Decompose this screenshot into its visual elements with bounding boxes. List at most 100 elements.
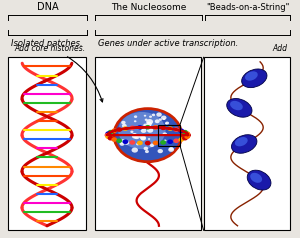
- Circle shape: [120, 139, 126, 144]
- Circle shape: [153, 125, 159, 130]
- Circle shape: [116, 139, 122, 143]
- Circle shape: [145, 125, 151, 129]
- Circle shape: [145, 141, 151, 145]
- Circle shape: [129, 126, 135, 130]
- Circle shape: [130, 131, 134, 133]
- Circle shape: [147, 124, 152, 128]
- Bar: [158, 125, 180, 146]
- Ellipse shape: [235, 137, 248, 146]
- Circle shape: [184, 131, 190, 136]
- Circle shape: [121, 121, 126, 124]
- Circle shape: [164, 139, 166, 142]
- Circle shape: [132, 134, 138, 139]
- Circle shape: [163, 118, 165, 120]
- Circle shape: [111, 137, 117, 142]
- Circle shape: [155, 119, 160, 123]
- Text: The Nucleosome: The Nucleosome: [111, 3, 186, 12]
- Circle shape: [144, 115, 146, 117]
- Text: Genes under active transcription.: Genes under active transcription.: [98, 39, 238, 48]
- Circle shape: [108, 136, 113, 140]
- Circle shape: [158, 149, 163, 153]
- Text: DNA: DNA: [37, 2, 58, 12]
- Bar: [8, 57, 86, 230]
- Circle shape: [134, 120, 136, 122]
- Bar: [204, 57, 290, 230]
- Circle shape: [116, 127, 122, 132]
- Circle shape: [173, 139, 179, 143]
- Circle shape: [167, 139, 173, 144]
- Circle shape: [147, 128, 153, 133]
- Circle shape: [105, 134, 111, 139]
- Circle shape: [165, 122, 169, 124]
- Text: "Beads-on-a-String": "Beads-on-a-String": [206, 3, 290, 12]
- Text: Isolated patches.: Isolated patches.: [11, 39, 82, 48]
- Circle shape: [161, 115, 167, 120]
- Circle shape: [163, 132, 167, 136]
- Circle shape: [178, 137, 184, 142]
- Ellipse shape: [247, 170, 271, 190]
- Circle shape: [185, 133, 191, 138]
- Circle shape: [152, 114, 155, 116]
- Ellipse shape: [232, 135, 257, 153]
- Circle shape: [122, 126, 128, 131]
- Circle shape: [129, 140, 135, 145]
- Circle shape: [137, 125, 143, 130]
- Circle shape: [173, 127, 179, 132]
- Circle shape: [142, 136, 145, 138]
- Circle shape: [148, 134, 151, 136]
- Circle shape: [168, 147, 174, 152]
- Circle shape: [141, 128, 146, 133]
- Circle shape: [182, 130, 188, 134]
- Circle shape: [178, 129, 184, 133]
- Circle shape: [105, 131, 111, 136]
- Circle shape: [122, 124, 127, 128]
- Circle shape: [137, 126, 141, 130]
- Circle shape: [143, 124, 148, 127]
- Circle shape: [119, 142, 124, 146]
- Circle shape: [153, 141, 159, 145]
- Circle shape: [184, 134, 190, 139]
- Ellipse shape: [242, 69, 267, 88]
- Circle shape: [165, 123, 167, 124]
- Circle shape: [150, 144, 154, 147]
- Circle shape: [114, 109, 182, 162]
- Circle shape: [104, 133, 110, 138]
- Circle shape: [145, 119, 148, 121]
- Circle shape: [118, 112, 166, 149]
- Ellipse shape: [230, 101, 243, 110]
- Circle shape: [137, 141, 143, 145]
- Ellipse shape: [250, 173, 262, 183]
- Circle shape: [136, 143, 139, 145]
- Circle shape: [131, 148, 138, 153]
- Circle shape: [182, 136, 188, 140]
- Circle shape: [144, 147, 148, 150]
- Circle shape: [134, 134, 140, 139]
- Circle shape: [148, 138, 150, 140]
- Circle shape: [159, 118, 162, 121]
- Circle shape: [160, 126, 166, 130]
- Text: Add: Add: [272, 44, 287, 53]
- Circle shape: [118, 140, 121, 143]
- Circle shape: [132, 133, 137, 137]
- Circle shape: [140, 135, 146, 140]
- Ellipse shape: [227, 99, 252, 117]
- Circle shape: [131, 127, 134, 129]
- Circle shape: [145, 150, 149, 153]
- Circle shape: [146, 119, 153, 124]
- Circle shape: [134, 115, 137, 118]
- Circle shape: [156, 112, 162, 117]
- Circle shape: [124, 141, 129, 145]
- Text: Add core histones.: Add core histones.: [14, 44, 103, 102]
- Circle shape: [169, 147, 173, 151]
- Circle shape: [149, 115, 152, 118]
- Bar: [95, 57, 201, 230]
- Circle shape: [138, 134, 142, 138]
- Circle shape: [111, 129, 117, 133]
- Circle shape: [160, 140, 166, 145]
- Circle shape: [108, 130, 113, 134]
- Circle shape: [122, 139, 128, 144]
- Circle shape: [146, 122, 152, 126]
- Ellipse shape: [245, 71, 258, 81]
- Circle shape: [141, 136, 146, 141]
- Circle shape: [167, 126, 173, 131]
